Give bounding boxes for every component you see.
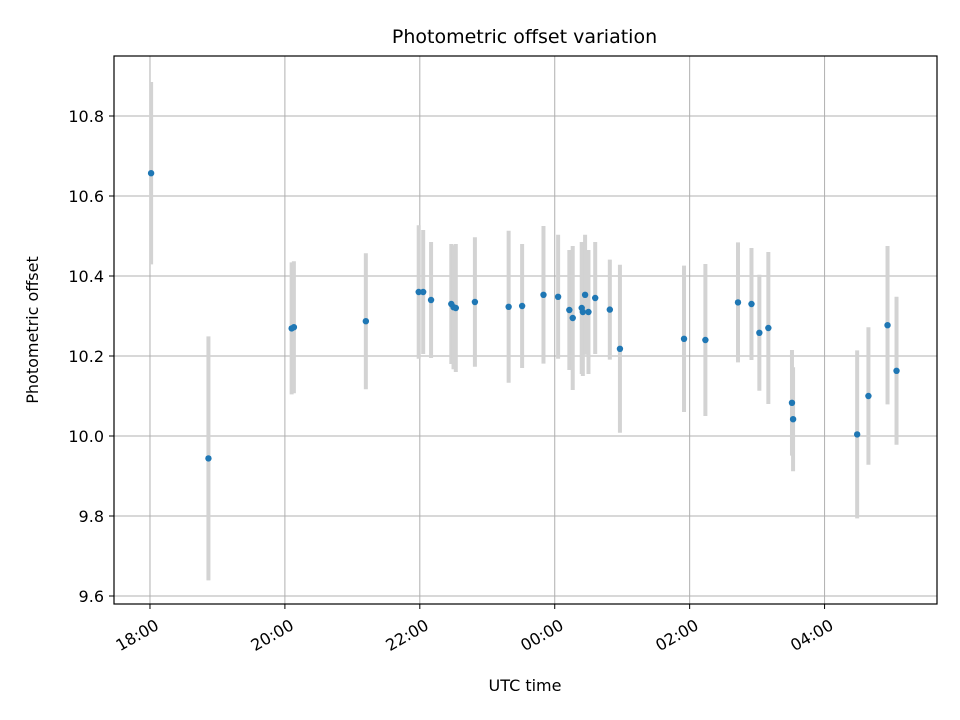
data-point bbox=[362, 318, 370, 325]
data-point bbox=[585, 308, 592, 316]
data-point bbox=[290, 324, 298, 331]
y-tick-label: 10.6 bbox=[68, 187, 104, 206]
data-point bbox=[419, 288, 427, 296]
data-point bbox=[540, 291, 547, 298]
data-point bbox=[147, 170, 155, 177]
data-point bbox=[427, 296, 435, 304]
chart-title: Photometric offset variation bbox=[392, 26, 657, 48]
data-point bbox=[616, 345, 624, 352]
plot-frame bbox=[113, 55, 938, 605]
data-point bbox=[415, 288, 422, 296]
x-axis-label: UTC time bbox=[489, 676, 562, 695]
data-point bbox=[471, 298, 479, 306]
data-point bbox=[579, 308, 587, 316]
data-point bbox=[518, 302, 526, 310]
y-ticks: 9.6 9.8 10.0 10.2 10.4 10.6 10.8 bbox=[68, 107, 114, 606]
y-tick-label: 9.8 bbox=[79, 507, 104, 526]
data-point bbox=[788, 399, 796, 406]
data-point bbox=[789, 416, 797, 423]
data-point bbox=[884, 322, 891, 329]
data-point bbox=[865, 392, 872, 400]
y-axis-label: Photometric offset bbox=[23, 256, 42, 404]
data-point bbox=[569, 314, 576, 322]
data-point bbox=[554, 293, 562, 300]
data-point bbox=[734, 299, 742, 306]
data-points bbox=[147, 170, 900, 462]
grid bbox=[114, 56, 937, 604]
data-point bbox=[680, 335, 688, 342]
y-tick-label: 10.0 bbox=[68, 427, 104, 446]
data-point bbox=[748, 300, 755, 308]
y-tick-label: 10.2 bbox=[68, 347, 104, 366]
x-tick-label: 00:00 bbox=[517, 615, 566, 655]
errorbars bbox=[149, 82, 899, 581]
x-tick-label: 18:00 bbox=[113, 615, 162, 655]
data-point bbox=[893, 367, 900, 374]
y-tick-label: 10.4 bbox=[68, 267, 104, 286]
y-tick-label: 9.6 bbox=[79, 587, 104, 606]
data-point bbox=[566, 306, 573, 314]
data-point bbox=[205, 455, 212, 462]
y-tick-label: 10.8 bbox=[68, 107, 104, 126]
data-point bbox=[756, 329, 763, 336]
x-ticks: 18:00 20:00 22:00 00:00 02:00 04:00 bbox=[113, 604, 837, 655]
x-tick-label: 02:00 bbox=[652, 615, 701, 655]
x-tick-label: 04:00 bbox=[787, 615, 836, 655]
x-tick-label: 22:00 bbox=[382, 615, 431, 655]
data-point bbox=[702, 336, 709, 344]
data-point bbox=[452, 304, 459, 312]
data-point bbox=[606, 306, 614, 313]
data-point bbox=[505, 303, 512, 310]
data-point bbox=[581, 291, 589, 298]
x-tick-label: 20:00 bbox=[247, 615, 296, 655]
data-point bbox=[765, 324, 772, 332]
data-point bbox=[592, 294, 599, 302]
data-point bbox=[853, 431, 861, 438]
